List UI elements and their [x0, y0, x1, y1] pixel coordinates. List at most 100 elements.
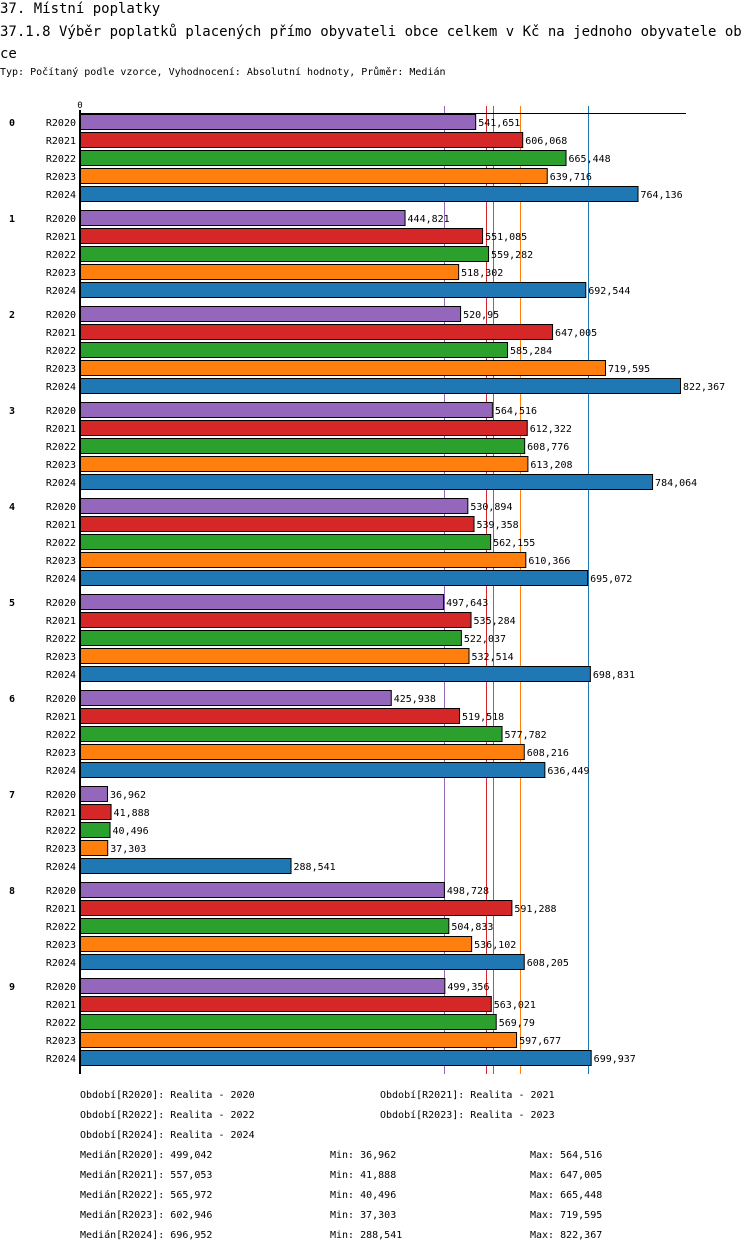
series-label: R2024: [46, 574, 76, 585]
series-label: R2023: [46, 460, 76, 471]
bar-value-label: 564,516: [495, 406, 537, 417]
stat-median: Medián[R2020]: 499,042: [80, 1150, 213, 1161]
bar-r2024: [80, 1050, 592, 1066]
bar-r2024: [80, 954, 525, 970]
bar-r2020: [80, 594, 445, 610]
bar-value-label: 569,79: [499, 1018, 535, 1029]
stat-min: Min: 288,541: [330, 1230, 403, 1241]
category-label: 0: [9, 118, 15, 129]
bar-value-label: 822,367: [683, 382, 725, 393]
stat-median: Medián[R2021]: 557,053: [80, 1170, 213, 1181]
bar-value-label: 522,037: [464, 634, 506, 645]
bar-value-label: 532,514: [472, 652, 514, 663]
bar-value-label: 699,937: [594, 1054, 636, 1065]
bar-r2020: [80, 402, 493, 418]
bar-r2024: [80, 570, 589, 586]
bar-r2024: [80, 378, 681, 394]
bar-value-label: 536,102: [474, 940, 516, 951]
series-label: R2023: [46, 172, 76, 183]
series-label: R2022: [46, 730, 76, 741]
stat-max: Max: 665,448: [530, 1190, 603, 1201]
bar-r2020: [80, 306, 462, 322]
series-label: R2020: [46, 310, 76, 321]
category-label: 9: [9, 982, 15, 993]
bar-value-label: 559,282: [491, 250, 533, 261]
bar-r2021: [80, 132, 524, 148]
bar-r2021: [80, 228, 484, 244]
stat-max: Max: 647,005: [530, 1170, 603, 1181]
stat-min: Min: 41,888: [330, 1170, 397, 1181]
bar-r2022: [80, 1014, 497, 1030]
series-label: R2020: [46, 214, 76, 225]
bar-value-label: 539,358: [477, 520, 519, 531]
bar-value-label: 719,595: [608, 364, 650, 375]
series-label: R2023: [46, 1036, 76, 1047]
series-label: R2022: [46, 826, 76, 837]
bar-value-label: 784,064: [655, 478, 697, 489]
series-label: R2022: [46, 634, 76, 645]
bar-r2020: [80, 210, 406, 226]
bar-r2021: [80, 996, 492, 1012]
series-label: R2024: [46, 286, 76, 297]
bar-r2024: [80, 474, 654, 490]
series-label: R2020: [46, 118, 76, 129]
bar-r2022: [80, 726, 503, 742]
stat-min: Min: 37,303: [330, 1210, 397, 1221]
bar-value-label: 647,005: [555, 328, 597, 339]
stat-max: Max: 822,367: [530, 1230, 603, 1241]
series-label: R2023: [46, 652, 76, 663]
axis-zero-label: 0: [77, 101, 82, 111]
series-label: R2022: [46, 250, 76, 261]
legend-item: Období[R2023]: Realita - 2023: [380, 1110, 555, 1121]
bar-r2023: [80, 552, 527, 568]
stat-max: Max: 719,595: [530, 1210, 603, 1221]
bar-value-label: 613,208: [530, 460, 572, 471]
bar-value-label: 610,366: [528, 556, 570, 567]
bar-r2023: [80, 936, 473, 952]
bar-r2021: [80, 708, 461, 724]
bar-r2022: [80, 342, 509, 358]
bar-value-label: 425,938: [394, 694, 436, 705]
bar-value-label: 585,284: [510, 346, 552, 357]
bar-value-label: 497,643: [446, 598, 488, 609]
bar-r2020: [80, 786, 108, 802]
bar-r2023: [80, 264, 460, 280]
series-label: R2021: [46, 616, 76, 627]
series-label: R2021: [46, 520, 76, 531]
series-label: R2021: [46, 1000, 76, 1011]
series-label: R2020: [46, 694, 76, 705]
bar-r2021: [80, 516, 475, 532]
series-label: R2022: [46, 922, 76, 933]
bar-value-label: 519,518: [462, 712, 504, 723]
bar-value-label: 764,136: [641, 190, 683, 201]
legend-item: Období[R2024]: Realita - 2024: [80, 1130, 255, 1141]
bar-r2023: [80, 168, 548, 184]
bar-r2022: [80, 246, 490, 262]
series-label: R2022: [46, 1018, 76, 1029]
series-label: R2024: [46, 958, 76, 969]
bar-r2020: [80, 498, 469, 514]
bar-value-label: 612,322: [530, 424, 572, 435]
bar-value-label: 498,728: [447, 886, 489, 897]
bar-value-label: 606,068: [525, 136, 567, 147]
category-label: 1: [9, 214, 15, 225]
bar-value-label: 535,284: [474, 616, 516, 627]
series-label: R2022: [46, 442, 76, 453]
chart-subtitle: Typ: Počítaný podle vzorce, Vyhodnocení:…: [0, 67, 446, 78]
bar-r2022: [80, 438, 526, 454]
category-label: 8: [9, 886, 15, 897]
bar-r2022: [80, 150, 567, 166]
bar-r2024: [80, 666, 591, 682]
series-label: R2022: [46, 538, 76, 549]
bar-r2021: [80, 900, 513, 916]
bar-value-label: 698,831: [593, 670, 635, 681]
bar-value-label: 41,888: [114, 808, 150, 819]
stat-median: Medián[R2022]: 565,972: [80, 1190, 213, 1201]
series-label: R2021: [46, 808, 76, 819]
bar-r2024: [80, 282, 587, 298]
bar-value-label: 541,651: [478, 118, 520, 129]
bar-value-label: 639,716: [550, 172, 592, 183]
series-label: R2023: [46, 940, 76, 951]
series-label: R2021: [46, 232, 76, 243]
series-label: R2020: [46, 406, 76, 417]
